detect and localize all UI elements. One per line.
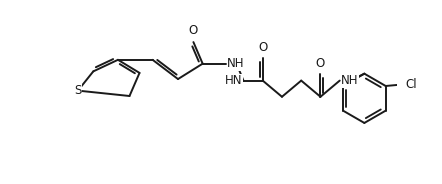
Text: NH: NH: [227, 57, 245, 70]
Text: HN: HN: [225, 74, 242, 87]
Text: S: S: [74, 84, 82, 97]
Text: O: O: [316, 57, 325, 70]
Text: Cl: Cl: [405, 78, 416, 91]
Text: NH: NH: [341, 74, 359, 87]
Text: O: O: [258, 41, 267, 54]
Text: O: O: [189, 24, 198, 38]
